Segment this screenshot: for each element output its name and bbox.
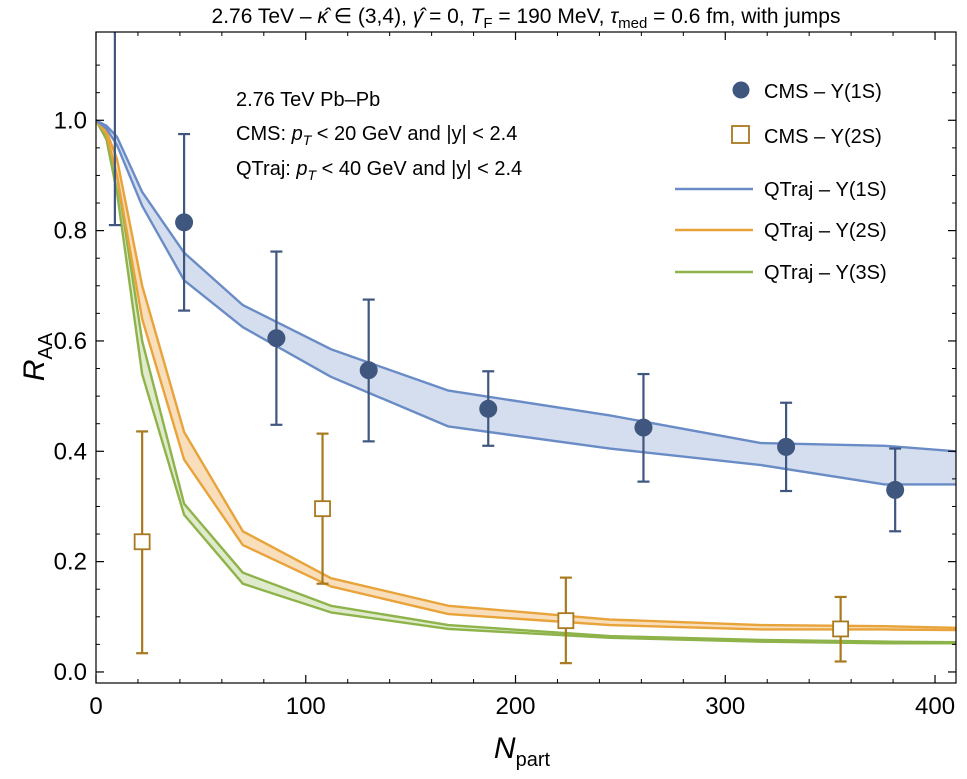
data-point-2s [557, 612, 575, 630]
y-tick-label: 0.2 [54, 549, 87, 576]
plot-frame [95, 31, 957, 684]
x-tick-label: 400 [915, 693, 955, 720]
legend-item-cms-1s: CMS – Υ(1S) [732, 81, 882, 103]
data-point-1s [777, 437, 796, 456]
legend-label: CMS – Υ(2S) [764, 126, 882, 148]
y-tick-label: 0.6 [54, 328, 87, 355]
annotation-collision: 2.76 TeV Pb–Pb [236, 89, 380, 111]
data-point-1s [479, 399, 498, 418]
data-point-1s [886, 480, 905, 499]
y-tick-label: 0.4 [54, 438, 87, 465]
legend-label: QTraj – Υ(1S) [764, 179, 887, 201]
x-tick-label: 300 [705, 693, 745, 720]
x-axis-label: Npart [494, 732, 551, 771]
legend-item-qtraj-3s: QTraj – Υ(3S) [675, 262, 887, 284]
data-point-1s [175, 213, 194, 232]
x-tick-label: 0 [89, 693, 102, 720]
legend-item-qtraj-1s: QTraj – Υ(1S) [675, 179, 887, 201]
annotation-qtraj-cuts: QTraj: pT < 40 GeV and |y| < 2.4 [236, 158, 522, 183]
legend-label: QTraj – Υ(2S) [764, 220, 887, 242]
legend-marker-square [731, 125, 750, 144]
x-tick-label: 200 [495, 693, 535, 720]
data-point-1s [267, 329, 286, 348]
data-point-2s [133, 533, 151, 551]
legend-item-qtraj-2s: QTraj – Υ(2S) [675, 220, 887, 242]
band-upper-line-1s [96, 119, 956, 453]
legend: CMS – Υ(1S) CMS – Υ(2S) QTraj – Υ(1S) QT… [675, 81, 887, 284]
y-tick-label: 1.0 [54, 107, 87, 134]
legend-label: CMS – Υ(1S) [764, 81, 882, 103]
annotation-cms-cuts: CMS: pT < 20 GeV and |y| < 2.4 [236, 123, 517, 148]
plot-area [96, 12, 956, 665]
legend-label: QTraj – Υ(3S) [764, 262, 887, 284]
x-tick-label: 100 [286, 693, 326, 720]
y-tick-label: 0.0 [54, 659, 87, 686]
data-point-1s [106, 12, 124, 30]
data-point-2s [314, 500, 331, 518]
annotation-block: 2.76 TeV Pb–Pb CMS: pT < 20 GeV and |y| … [236, 89, 522, 183]
legend-marker-circle [732, 81, 750, 99]
data-point-2s [832, 620, 850, 638]
y-axis-label: RAA [18, 332, 57, 381]
y-tick-label: 0.8 [54, 218, 87, 245]
legend-item-cms-2s: CMS – Υ(2S) [731, 125, 882, 148]
data-point-1s [634, 418, 653, 437]
band-fill-1s [96, 120, 956, 485]
data-point-1s [359, 361, 378, 380]
chart-title: 2.76 TeV – κ̂ ∈ (3,4), γ̂ = 0, TF = 190 … [212, 5, 841, 32]
axes: 0 100 200 300 400 0.0 0.2 0.4 0.6 0.8 1.0 [54, 32, 956, 720]
